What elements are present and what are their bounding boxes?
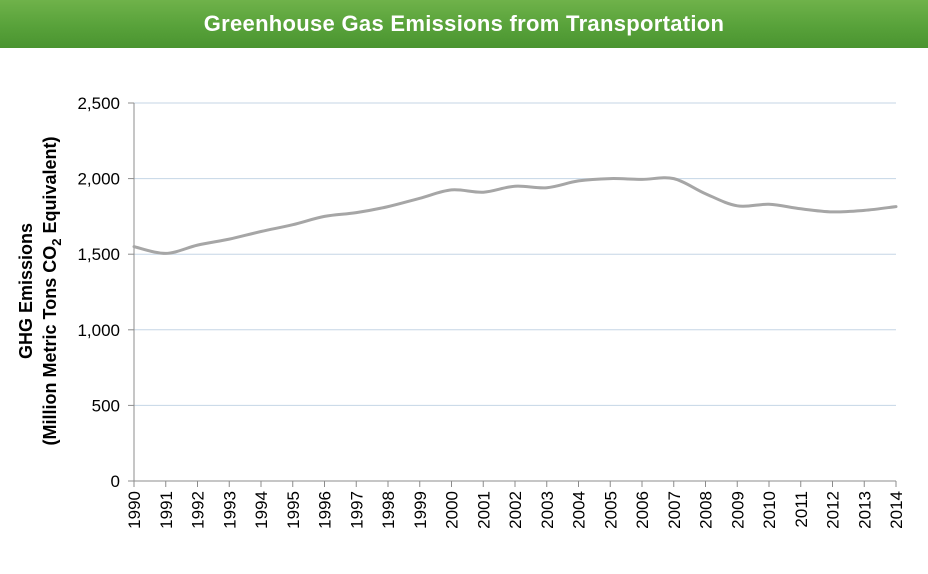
x-tick-label: 2005: [601, 491, 620, 529]
x-tick-label: 1993: [220, 491, 239, 529]
x-tick-label: 1990: [125, 491, 144, 529]
x-tick-label: 2012: [824, 491, 843, 529]
x-tick-label: 2000: [443, 491, 462, 529]
x-tick-label: 2009: [728, 491, 747, 529]
x-tick-labels: 1990 1991 1992 1993 1994 1995 1996 1997 1998 1999…: [125, 491, 906, 529]
x-tick-label: 2008: [697, 491, 716, 529]
y-tick-label: 500: [92, 396, 120, 415]
x-tick-label: 1991: [157, 491, 176, 529]
y-tick-labels: 0 500 1,000 1,500 2,000 2,500: [77, 94, 120, 491]
y-axis-label-suffix: Equivalent): [40, 137, 60, 239]
x-tick-label: 2010: [760, 491, 779, 529]
y-tick-label: 1,000: [77, 321, 120, 340]
y-axis-label-line1: GHG Emissions: [16, 223, 36, 359]
series: [132, 176, 898, 255]
x-tick-label: 2007: [665, 491, 684, 529]
x-tick-label: 1996: [316, 491, 335, 529]
y-axis-label: GHG Emissions (Million Metric Tons CO2 E…: [16, 137, 64, 446]
y-tick-label: 2,000: [77, 170, 120, 189]
x-tick-label: 2004: [570, 491, 589, 529]
y-tick-label: 1,500: [77, 245, 120, 264]
x-tick-label: 1992: [189, 491, 208, 529]
y-axis-label-prefix: (Million Metric Tons CO: [40, 246, 60, 446]
gridlines: [134, 102, 896, 406]
title-bar: Greenhouse Gas Emissions from Transporta…: [0, 0, 928, 48]
axes: [128, 102, 897, 487]
y-tick-label: 2,500: [77, 94, 120, 113]
x-tick-label: 2006: [633, 491, 652, 529]
y-axis-label-line2: (Million Metric Tons CO2 Equivalent): [40, 137, 64, 446]
x-tick-label: 1994: [252, 491, 271, 529]
series-line-transportation: [132, 176, 898, 255]
x-tick-label: 2014: [887, 491, 906, 529]
y-axis-label-subscript: 2: [49, 239, 64, 246]
x-tick-label: 2003: [538, 491, 557, 529]
x-tick-label: 1995: [284, 491, 303, 529]
x-tick-label: 1999: [411, 491, 430, 529]
x-tick-label: 2001: [474, 491, 493, 529]
x-tick-label: 2013: [855, 491, 874, 529]
y-tick-label: 0: [111, 472, 120, 491]
x-tick-label: 2002: [506, 491, 525, 529]
x-tick-label: 2011: [792, 491, 811, 528]
x-tick-label: 1998: [379, 491, 398, 529]
x-tick-label: 1997: [347, 491, 366, 529]
chart-title: Greenhouse Gas Emissions from Transporta…: [203, 11, 725, 36]
